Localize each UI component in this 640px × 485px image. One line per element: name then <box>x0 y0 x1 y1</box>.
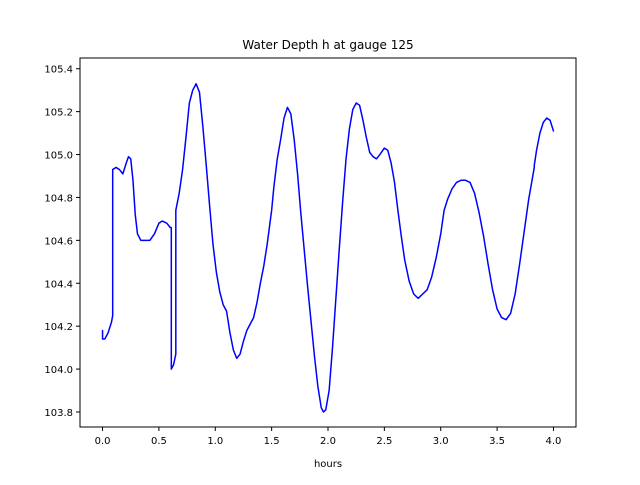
y-tick-label: 105.2 <box>44 108 73 119</box>
y-axis-ticks: 103.8 104.0 104.2 104.4 104.6 104.8 105.0 105.2… <box>44 65 80 419</box>
y-tick-label: 104.8 <box>44 193 73 204</box>
y-tick-label: 105.4 <box>44 65 73 76</box>
y-tick-label: 103.8 <box>44 408 73 419</box>
y-tick-label: 104.0 <box>44 365 73 376</box>
plot-frame <box>79 57 577 428</box>
x-tick-label: 2.0 <box>320 436 336 447</box>
chart-title: Water Depth h at gauge 125 <box>242 38 413 52</box>
x-tick-label: 1.0 <box>207 436 223 447</box>
x-tick-label: 0.5 <box>151 436 167 447</box>
x-tick-label: 2.5 <box>376 436 392 447</box>
series-line <box>101 82 555 413</box>
y-tick-label: 104.2 <box>44 322 73 333</box>
plot-area <box>80 58 576 427</box>
x-tick-label: 4.0 <box>546 436 562 447</box>
y-tick-label: 104.4 <box>44 279 73 290</box>
x-axis-ticks: 0.0 0.5 1.0 1.5 2.0 2.5 3.0 3.5 4.0 <box>95 427 562 447</box>
x-tick-label: 3.0 <box>433 436 449 447</box>
x-axis-label: hours <box>314 459 342 470</box>
y-tick-label: 105.0 <box>44 151 73 162</box>
x-tick-label: 1.5 <box>264 436 280 447</box>
x-tick-label: 3.5 <box>489 436 505 447</box>
x-tick-label: 0.0 <box>95 436 111 447</box>
y-tick-label: 104.6 <box>44 236 73 247</box>
